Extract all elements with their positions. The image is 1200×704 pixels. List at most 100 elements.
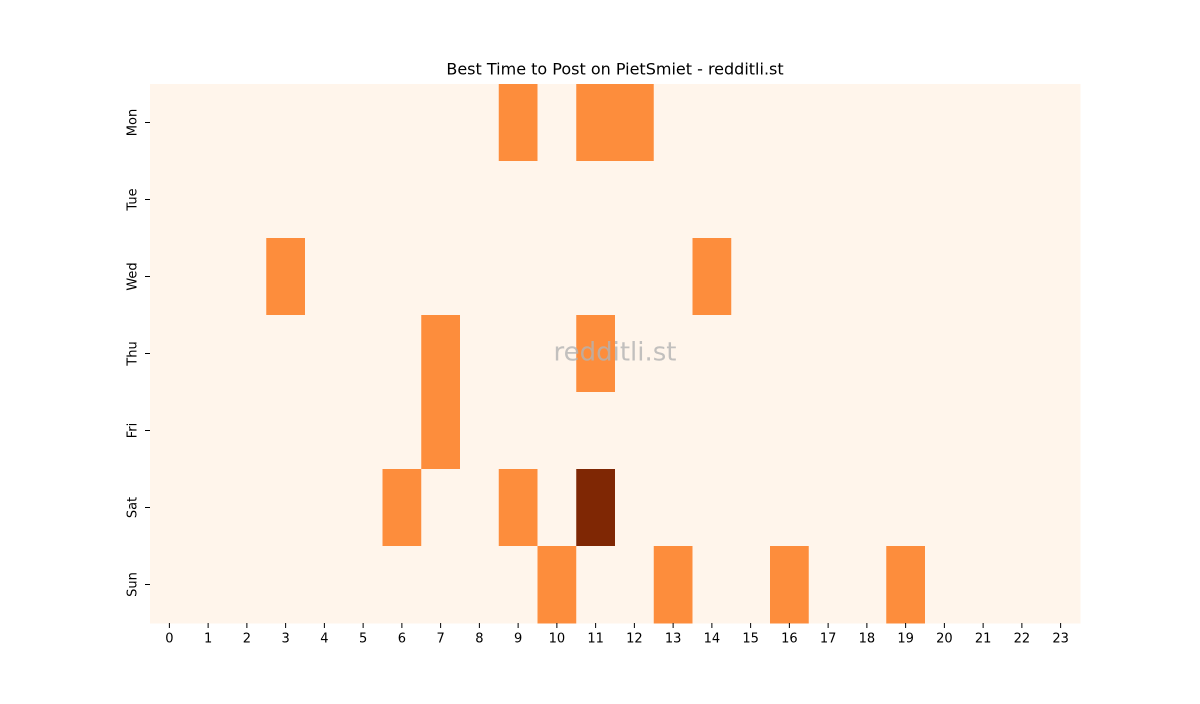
cell [343, 238, 383, 316]
cell [421, 161, 461, 239]
cell [266, 84, 306, 162]
x-tick-label: 3 [281, 632, 289, 647]
cell [421, 315, 461, 393]
y-tick-label: Fri [126, 423, 141, 439]
cell [1002, 546, 1042, 624]
cell [576, 392, 616, 470]
cell [188, 161, 228, 239]
x-tick-label: 18 [859, 632, 876, 647]
cell [925, 238, 965, 316]
cell [421, 392, 461, 470]
cell [460, 392, 500, 470]
cell [731, 161, 771, 239]
cell [343, 469, 383, 547]
cell [498, 84, 538, 162]
cell [421, 469, 461, 547]
y-tick-label: Sun [126, 572, 141, 597]
x-tick-label: 7 [436, 632, 444, 647]
cell [925, 161, 965, 239]
watermark: redditli.st [554, 338, 677, 368]
x-tick-label: 9 [514, 632, 522, 647]
cell [498, 546, 538, 624]
cell [692, 469, 732, 547]
heatmap-cells [150, 84, 1081, 624]
cell [770, 161, 810, 239]
cell [653, 546, 693, 624]
cell [460, 238, 500, 316]
cell [227, 161, 267, 239]
cell [382, 546, 422, 624]
x-tick-label: 12 [626, 632, 643, 647]
cell [305, 315, 345, 393]
x-tick-label: 11 [587, 632, 604, 647]
cell [692, 161, 732, 239]
cell [1002, 161, 1042, 239]
cell [1041, 84, 1081, 162]
cell [498, 238, 538, 316]
x-tick-label: 14 [704, 632, 721, 647]
cell [227, 546, 267, 624]
cell [460, 546, 500, 624]
cell [537, 161, 577, 239]
cell [1002, 238, 1042, 316]
cell [653, 84, 693, 162]
cell [576, 546, 616, 624]
cell [188, 546, 228, 624]
cell [1002, 469, 1042, 547]
x-tick-label: 6 [398, 632, 406, 647]
cell [886, 392, 926, 470]
cell [925, 84, 965, 162]
x-tick-label: 13 [665, 632, 682, 647]
cell [266, 161, 306, 239]
x-tick-label: 22 [1014, 632, 1031, 647]
cell [460, 161, 500, 239]
cell [576, 84, 616, 162]
cell [460, 84, 500, 162]
x-tick-label: 21 [975, 632, 992, 647]
cell [343, 392, 383, 470]
cell [808, 84, 848, 162]
cell [1002, 84, 1042, 162]
x-tick-label: 1 [204, 632, 212, 647]
x-tick-label: 8 [475, 632, 483, 647]
cell [925, 469, 965, 547]
cell [925, 546, 965, 624]
cell [188, 84, 228, 162]
cell [963, 392, 1003, 470]
cell [150, 84, 190, 162]
cell [266, 238, 306, 316]
cell [576, 238, 616, 316]
cell [692, 546, 732, 624]
cell [653, 392, 693, 470]
cell [266, 469, 306, 547]
cell [305, 84, 345, 162]
cell [770, 546, 810, 624]
x-tick-label: 23 [1052, 632, 1069, 647]
cell [1041, 161, 1081, 239]
cell [498, 469, 538, 547]
x-tick-label: 19 [897, 632, 914, 647]
x-tick-label: 10 [549, 632, 566, 647]
cell [731, 546, 771, 624]
cell [498, 392, 538, 470]
cell [382, 238, 422, 316]
cell [731, 469, 771, 547]
y-tick-label: Wed [126, 262, 141, 290]
cell [808, 546, 848, 624]
cell [615, 546, 655, 624]
cell [653, 238, 693, 316]
cell [847, 392, 887, 470]
cell [150, 238, 190, 316]
cell [770, 238, 810, 316]
cell [305, 546, 345, 624]
cell [537, 546, 577, 624]
cell [1041, 315, 1081, 393]
cell [770, 315, 810, 393]
cell [770, 469, 810, 547]
cell [731, 84, 771, 162]
cell [1041, 469, 1081, 547]
cell [498, 315, 538, 393]
cell [576, 469, 616, 547]
cell [847, 469, 887, 547]
